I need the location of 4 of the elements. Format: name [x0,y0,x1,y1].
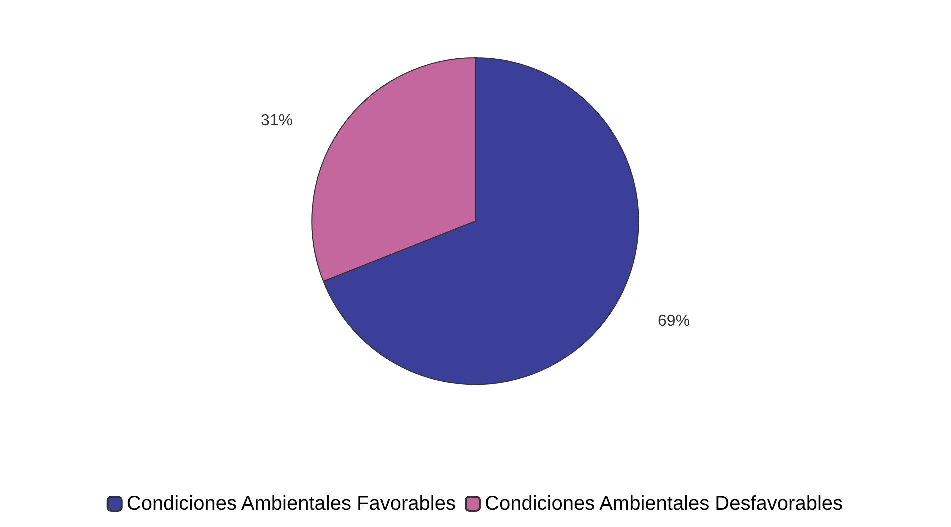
data-label: 69% [658,313,690,330]
legend-label: Condiciones Ambientales Favorables [126,493,456,515]
legend-label: Condiciones Ambientales Desfavorables [485,493,844,515]
data-label: 31% [260,112,293,130]
